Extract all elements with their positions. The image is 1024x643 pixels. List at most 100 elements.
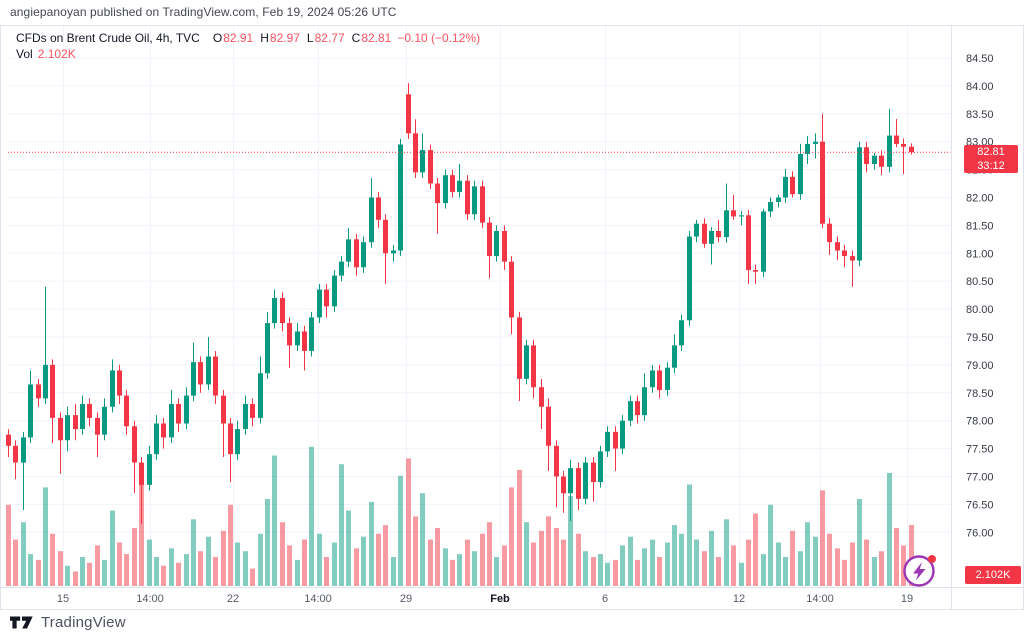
volume-bar (376, 533, 381, 586)
boost-icon[interactable] (901, 551, 939, 589)
legend-row-symbol: CFDs on Brent Crude Oil, 4h, TVC O82.91 H8… (16, 30, 480, 46)
change-value: −0.10 (−0.12%) (397, 31, 481, 45)
open-value: 82.91 (223, 31, 254, 45)
candle (228, 417, 233, 483)
last-price-value: 82.81 (977, 146, 1005, 158)
time-axis-label: 22 (227, 593, 239, 605)
volume-bar (184, 554, 189, 586)
candle (850, 250, 855, 287)
candle-body (613, 431, 618, 449)
volume-badge: 2.102K (965, 566, 1021, 584)
candle-body (517, 317, 522, 379)
candle-body (531, 345, 536, 388)
candle (124, 390, 129, 435)
tradingview-logo-text: TradingView (41, 614, 126, 631)
candle (472, 180, 477, 220)
low-value: 82.77 (314, 31, 345, 45)
candle (369, 177, 374, 248)
volume-bar (724, 519, 729, 586)
candle-body (295, 331, 300, 346)
candle-body (117, 370, 122, 396)
candle (28, 370, 33, 444)
candle-body (36, 384, 41, 399)
time-axis[interactable]: 15 14:00 22 14:00 29 Feb 6 12 14:00 19 (57, 593, 913, 605)
volume-bar (6, 504, 11, 586)
volume-bar (154, 557, 159, 586)
volume-bar (472, 551, 477, 586)
candle-body (13, 445, 18, 463)
candlestick-series (6, 83, 914, 524)
volume-bar (413, 516, 418, 586)
symbol-title[interactable]: CFDs on Brent Crude Oil, 4h, TVC (16, 31, 200, 45)
candle (65, 406, 70, 452)
candle-body (198, 362, 203, 385)
candle (761, 208, 766, 278)
candle-body (221, 395, 226, 424)
volume-bar (176, 562, 181, 586)
candle (783, 169, 788, 204)
candle-body (250, 403, 255, 418)
candle (383, 214, 388, 284)
candle (309, 311, 314, 357)
volume-bar (258, 533, 263, 586)
candle-body (154, 423, 159, 455)
candle-body (324, 289, 329, 307)
candle (443, 169, 448, 209)
volume-bar (309, 446, 314, 586)
candle-body (776, 197, 781, 202)
volume-bar (443, 548, 448, 586)
candle (620, 415, 625, 455)
candle (746, 209, 751, 284)
candle-body (894, 135, 899, 144)
volume-bar (161, 565, 166, 586)
candle-body (724, 210, 729, 238)
tradingview-logo[interactable]: TradingView (10, 614, 126, 631)
candle (813, 133, 818, 159)
volume-bar (428, 539, 433, 586)
v-gridlines (63, 26, 908, 587)
candle-body (346, 239, 351, 262)
high-value: 82.97 (269, 31, 300, 45)
candle (154, 415, 159, 460)
volume-bar (21, 522, 26, 586)
candle-body (827, 223, 832, 243)
volume-bar (58, 551, 63, 586)
candle (317, 283, 322, 324)
volume-series (6, 446, 914, 586)
candle-body (87, 403, 92, 418)
candle-body (287, 323, 292, 346)
volume-bar (435, 528, 440, 586)
price-axis[interactable]: 84.5084.0083.5083.0082.5082.0081.5081.00… (966, 53, 994, 539)
candle-body (783, 176, 788, 198)
candle (591, 456, 596, 502)
candle-body (583, 462, 588, 499)
candle (605, 426, 610, 457)
candle-body (391, 250, 396, 254)
candle (258, 356, 263, 424)
candle-body (650, 370, 655, 388)
candle (480, 180, 485, 229)
candle-body (339, 261, 344, 276)
candle-body (909, 146, 914, 153)
candle-body (228, 423, 233, 455)
volume-bar (383, 525, 388, 586)
candle (753, 264, 758, 284)
candle-body (435, 183, 440, 204)
candle (776, 194, 781, 208)
candle (139, 456, 144, 524)
candle-body (95, 417, 100, 435)
candle (724, 183, 729, 243)
time-axis-label: 14:00 (806, 593, 834, 605)
volume-bar (102, 559, 107, 586)
candle (36, 378, 41, 407)
candle (657, 364, 662, 399)
candle (494, 225, 499, 262)
candle (457, 164, 462, 198)
candle (465, 175, 470, 220)
volume-bar (50, 533, 55, 586)
volume-bar (450, 559, 455, 586)
candle (835, 236, 840, 260)
candle-body (872, 155, 877, 165)
volume-bar (679, 533, 684, 586)
